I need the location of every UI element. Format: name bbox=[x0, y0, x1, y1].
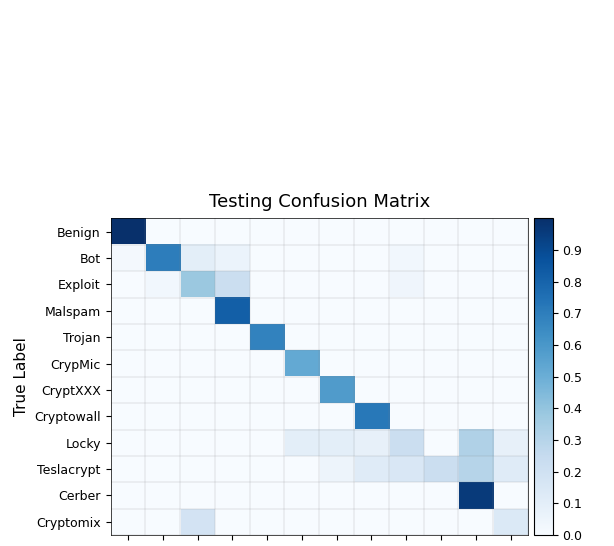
Y-axis label: True Label: True Label bbox=[14, 337, 29, 416]
Title: Testing Confusion Matrix: Testing Confusion Matrix bbox=[209, 193, 430, 211]
